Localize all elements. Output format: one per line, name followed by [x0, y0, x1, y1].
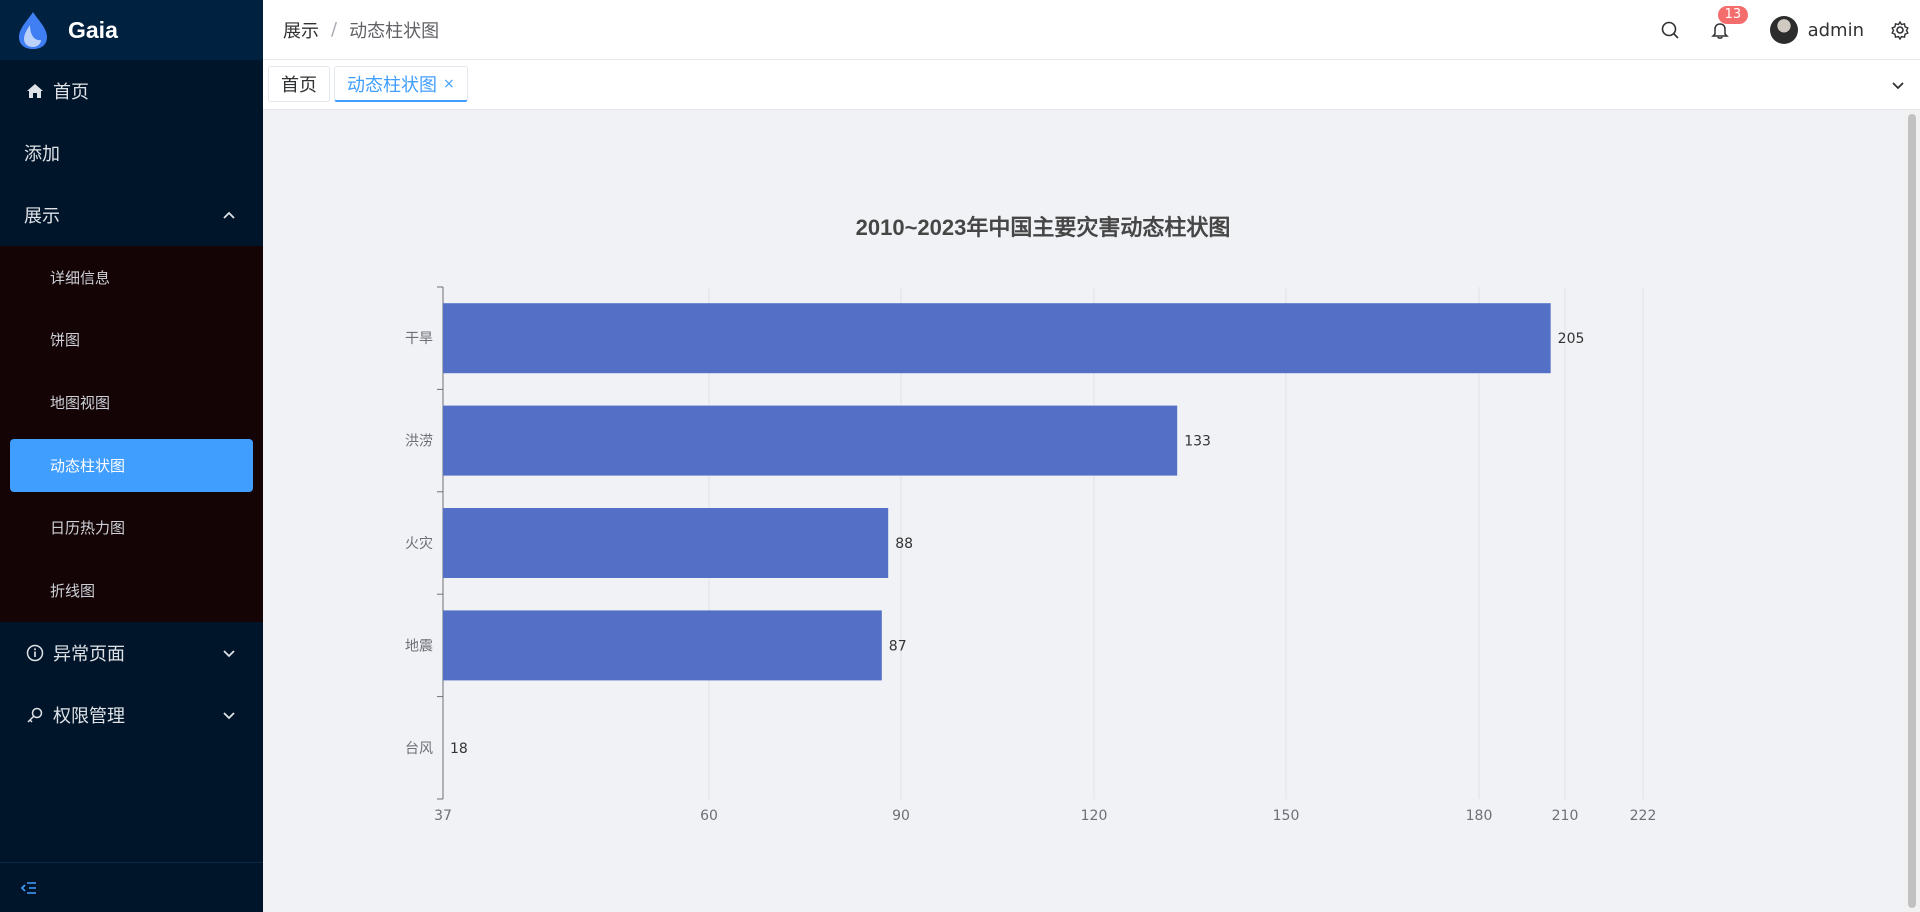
sidebar: Gaia 首页 添加 展示 详细信息 饼图 地图视图 动态柱状图 日历热力图 折…: [0, 0, 263, 912]
tab-label: 首页: [281, 75, 317, 96]
y-tick-label: 台风: [405, 741, 433, 757]
sidebar-item-label: 异常页面: [53, 643, 125, 665]
chevron-down-icon: [223, 649, 235, 657]
home-icon: [25, 81, 45, 101]
sidebar-item-add[interactable]: 添加: [0, 122, 263, 184]
sidebar-item-dynamic-bar[interactable]: 动态柱状图: [10, 438, 253, 492]
sidebar-item-label: 折线图: [50, 581, 96, 600]
x-tick-label: 150: [1273, 808, 1300, 824]
sidebar-item-details[interactable]: 详细信息: [0, 246, 263, 309]
sidebar-item-label: 地图视图: [50, 393, 111, 412]
chevron-up-icon: [223, 211, 235, 219]
sidebar-item-display[interactable]: 展示: [0, 184, 263, 246]
x-tick-label: 222: [1630, 808, 1657, 824]
gear-icon: [1891, 20, 1909, 40]
chevron-down-icon: [223, 711, 235, 719]
sidebar-item-label: 详细信息: [50, 268, 111, 287]
main-content: 2010~2023年中国主要灾害动态柱状图 干旱 205 洪涝 133 火灾 88 地震 87…: [263, 110, 1903, 912]
bar: [443, 610, 882, 681]
y-tick-label: 洪涝: [405, 434, 433, 450]
sidebar-item-label: 动态柱状图: [50, 456, 126, 475]
data-label: 87: [889, 638, 907, 654]
bar: [443, 303, 1551, 374]
tabs-bar: 首页 动态柱状图 ×: [263, 60, 1920, 110]
x-tick-label: 210: [1552, 808, 1579, 824]
username: admin: [1807, 19, 1864, 41]
bar: [443, 508, 889, 578]
chart-title: 2010~2023年中国主要灾害动态柱状图: [855, 215, 1231, 240]
x-tick-label: 120: [1081, 808, 1108, 824]
scrollbar-thumb[interactable]: [1908, 114, 1916, 908]
collapse-menu-icon: [20, 881, 36, 894]
sidebar-item-error-pages[interactable]: 异常页面: [0, 622, 263, 684]
sidebar-item-label: 展示: [24, 206, 60, 227]
notification-button[interactable]: 13: [1708, 6, 1749, 42]
bell-icon: [1710, 23, 1729, 39]
x-tick-label: 37: [434, 808, 452, 824]
sidebar-item-label: 日历热力图: [50, 519, 126, 538]
x-tick-label: 90: [892, 808, 910, 824]
notification-badge: 13: [1717, 6, 1749, 24]
sidebar-item-pie-chart[interactable]: 饼图: [0, 309, 263, 372]
chevron-down-icon[interactable]: [1890, 77, 1906, 93]
bar: [443, 405, 1178, 476]
avatar: [1769, 16, 1798, 44]
y-tick-label: 干旱: [405, 331, 433, 347]
app-name: Gaia: [68, 16, 118, 43]
sidebar-item-line-chart[interactable]: 折线图: [0, 559, 263, 622]
sidebar-item-map-view[interactable]: 地图视图: [0, 371, 263, 434]
sidebar-item-label: 权限管理: [53, 705, 125, 727]
breadcrumb-item[interactable]: 展示: [283, 20, 319, 42]
sidebar-item-label: 添加: [24, 144, 60, 165]
sidebar-item-calendar-heatmap[interactable]: 日历热力图: [0, 497, 263, 560]
sidebar-item-label: 饼图: [50, 331, 81, 350]
key-icon: [25, 705, 45, 725]
header-actions: 13 admin: [1658, 0, 1920, 60]
sidebar-item-label: 首页: [53, 82, 89, 103]
y-tick-label: 火灾: [405, 535, 433, 552]
submenu-display: 详细信息 饼图 地图视图 动态柱状图 日历热力图 折线图: [0, 246, 263, 622]
sidebar-item-home[interactable]: 首页: [0, 60, 263, 122]
breadcrumb-separator: /: [331, 19, 338, 40]
data-label: 88: [895, 536, 913, 552]
data-label: 18: [450, 741, 468, 757]
tab-label: 动态柱状图: [347, 74, 437, 96]
vertical-scrollbar[interactable]: [1903, 110, 1920, 912]
collapse-sidebar-button[interactable]: [0, 862, 263, 912]
water-drop-icon: [19, 12, 47, 49]
x-tick-label: 180: [1466, 808, 1493, 824]
y-tick-label: 地震: [405, 638, 433, 654]
top-header: 展示 / 动态柱状图 13 admin: [263, 0, 1920, 60]
data-label: 205: [1558, 331, 1585, 347]
breadcrumb-current: 动态柱状图: [349, 20, 440, 42]
tab-home[interactable]: 首页: [268, 66, 330, 102]
app-logo[interactable]: Gaia: [0, 0, 263, 60]
sidebar-item-permissions[interactable]: 权限管理: [0, 684, 263, 746]
bar-chart: 干旱 205 洪涝 133 火灾 88 地震 87 台风 18 37 60 90 120 150 180 210…: [405, 286, 1657, 824]
breadcrumb: 展示 / 动态柱状图: [283, 17, 439, 43]
user-menu[interactable]: admin: [1769, 16, 1864, 44]
data-label: 133: [1184, 434, 1211, 450]
info-icon: [25, 643, 45, 663]
search-icon: [1661, 21, 1679, 39]
search-button[interactable]: [1658, 18, 1682, 42]
close-icon[interactable]: ×: [443, 75, 455, 92]
settings-button[interactable]: [1888, 18, 1912, 42]
x-tick-label: 60: [700, 808, 718, 824]
tab-dynamic-bar[interactable]: 动态柱状图 ×: [334, 66, 468, 102]
